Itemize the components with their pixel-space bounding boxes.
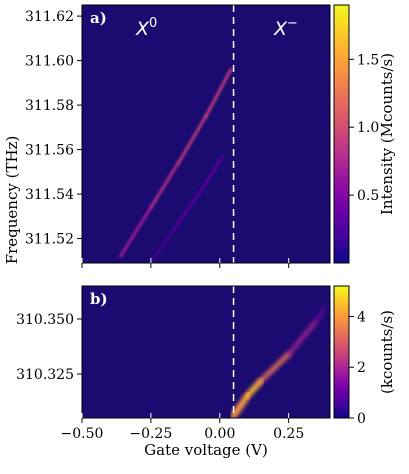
colorbar-b: 0 2 4 (kcounts/s) — [333, 285, 396, 427]
panel-b-label: b) — [90, 290, 108, 308]
panel-a-ytick-label-5: 311.62 — [25, 9, 74, 25]
panel-b-series-0-segment-1 — [244, 377, 264, 399]
panel-b-xtick-label-1: −0.25 — [129, 426, 172, 442]
x-axis-label: Gate voltage (V) — [144, 441, 268, 459]
panel-a-ytick-label-4: 311.60 — [25, 54, 74, 70]
colorbar-a-gradient — [333, 4, 350, 264]
colorbar-a-ticks: 0.5 1.0 1.5 — [349, 52, 379, 204]
panel-b-y-ticks: 310.325 310.350 — [16, 312, 82, 383]
state-label-x0: X0 — [135, 16, 157, 40]
panel-b-ytick-label-1: 310.350 — [16, 312, 74, 328]
panel-a-traces — [119, 68, 233, 260]
colorbar-b-gradient — [333, 285, 350, 419]
colorbar-b-ticks: 0 2 4 — [349, 309, 366, 427]
panel-a-label: a) — [90, 9, 107, 27]
panel-b-xtick-label-2: 0.00 — [204, 426, 235, 442]
panel-b-frame — [81, 285, 331, 419]
colorbar-b-label: (kcounts/s) — [378, 310, 396, 394]
panel-b-series-0-segment-4 — [314, 306, 326, 323]
panel-b-series-0-segment-3 — [286, 319, 319, 357]
panel-b-traces — [230, 306, 326, 418]
colorbar-a-tick-label-2: 1.5 — [357, 52, 379, 68]
colorbar-a: 0.5 1.0 1.5 Intensity (Mcounts/s) — [333, 4, 396, 264]
colorbar-b-tick-label-2: 4 — [357, 309, 366, 325]
colorbar-a-tick-label-0: 0.5 — [357, 188, 379, 204]
panel-a-ytick-label-3: 311.58 — [25, 98, 74, 114]
panel-a-series-0-segment-2 — [177, 114, 208, 165]
panel-a-ytick-label-2: 311.56 — [25, 143, 74, 159]
panel-a-ytick-label-0: 311.52 — [25, 232, 74, 248]
panel-b-x-ticks: −0.50 −0.25 0.00 0.25 — [61, 413, 304, 442]
panel-b-ytick-label-0: 310.325 — [16, 367, 74, 383]
panel-b-series-0-segment-2 — [258, 351, 292, 383]
state-label-x-minus: X− — [273, 16, 298, 40]
panel-a-series-0-segment-0 — [119, 205, 153, 258]
panel-a-ytick-label-1: 311.54 — [25, 187, 74, 203]
panel-a-frame — [81, 4, 331, 264]
panel-b-xtick-label-3: 0.25 — [273, 426, 304, 442]
colorbar-a-label: Intensity (Mcounts/s) — [378, 53, 396, 215]
panel-b-xtick-label-0: −0.50 — [61, 426, 104, 442]
colorbar-a-tick-label-1: 1.0 — [357, 120, 379, 136]
panel-a-series-1-segment-2 — [204, 155, 224, 185]
y-axis-label: Frequency (THz) — [3, 136, 21, 265]
panel-a-series-0-segment-3 — [204, 68, 233, 118]
panel-a-series-1-segment-1 — [177, 181, 208, 225]
panel-a-heatmap-background — [82, 5, 330, 263]
colorbar-b-tick-label-0: 0 — [357, 411, 366, 427]
panel-a-y-ticks: 311.52 311.54 311.56 311.58 311.60 311.62 — [25, 9, 82, 248]
panel-a-series-1-segment-0 — [152, 221, 180, 260]
panel-b-series-0-segment-0 — [230, 392, 251, 418]
panel-b: 310.325 310.350 −0.50 −0.25 0.00 0.25 b) — [16, 285, 331, 442]
panel-a-x-ticks — [81, 258, 290, 268]
colorbar-b-tick-label-1: 2 — [357, 360, 366, 376]
panel-a-series-0-segment-1 — [149, 161, 180, 209]
